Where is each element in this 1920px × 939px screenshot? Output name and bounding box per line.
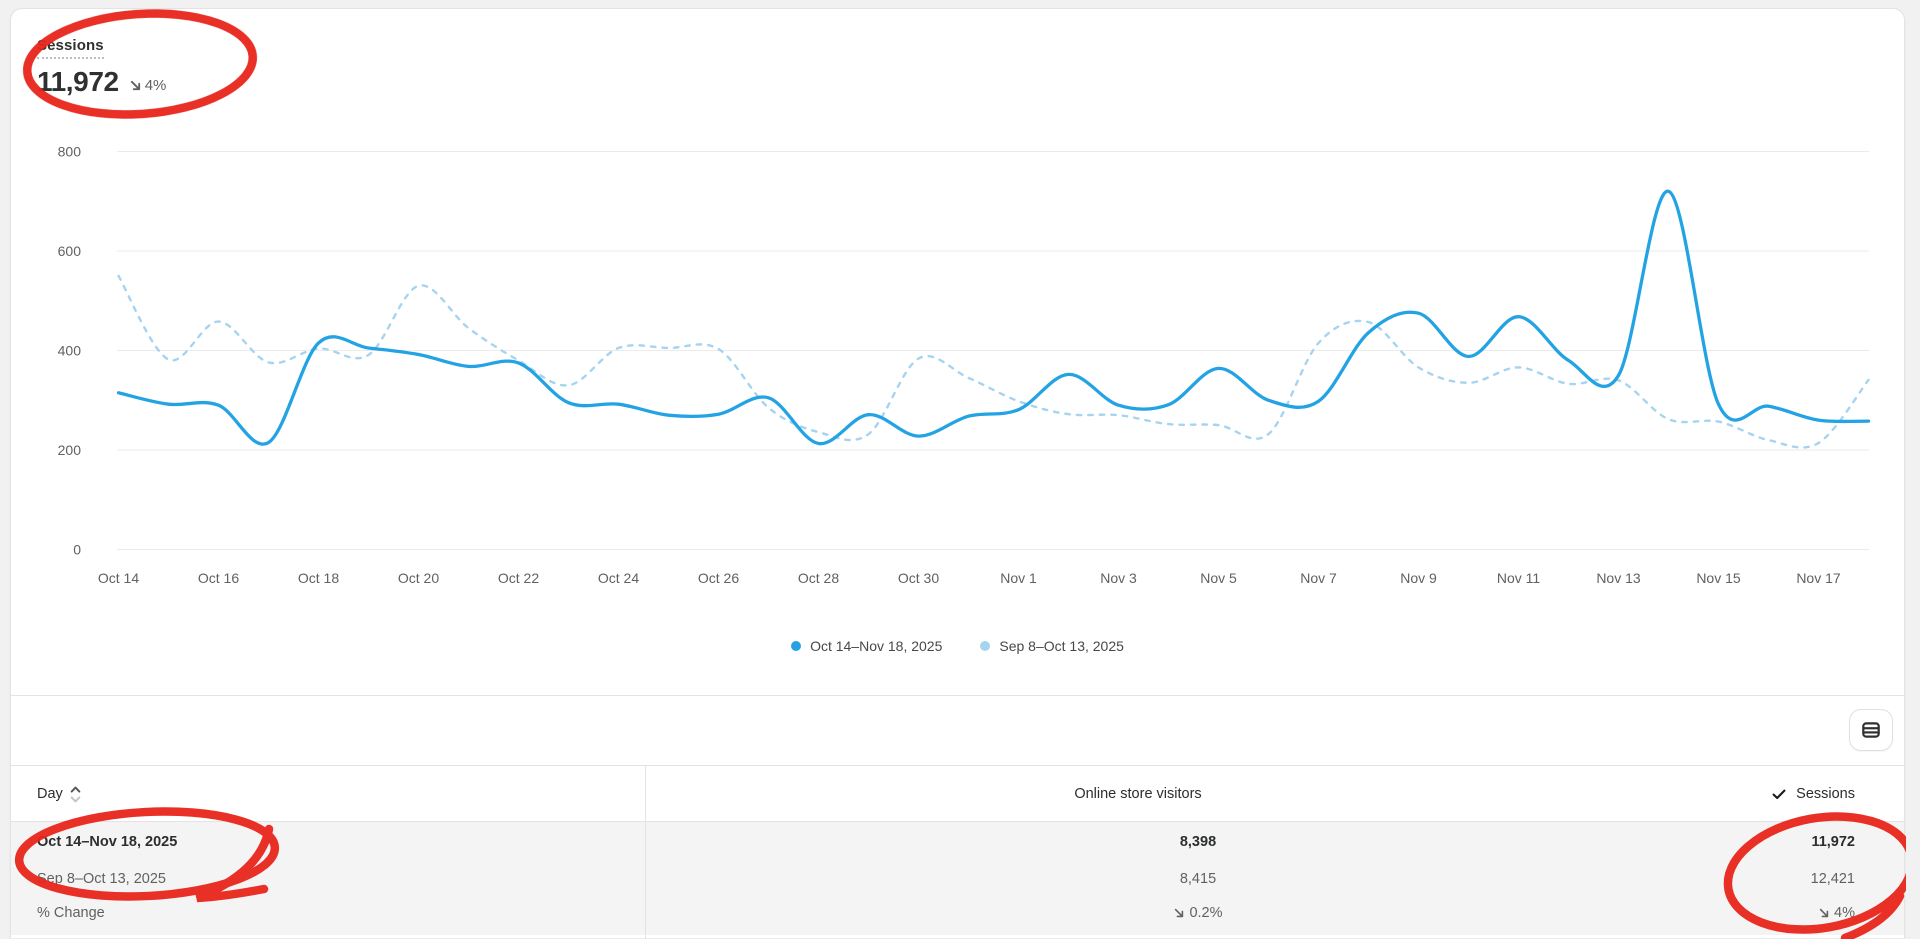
legend-item-previous-period: Sep 8–Oct 13, 2025 xyxy=(980,638,1124,654)
cell-visitors: 8,415 xyxy=(1179,871,1217,887)
x-tick-label: Oct 20 xyxy=(398,570,439,586)
legend-dot-previous-icon xyxy=(980,641,991,651)
chart-legend: Oct 14–Nov 18, 2025 Sep 8–Oct 13, 2025 xyxy=(11,638,1904,654)
table-view-icon xyxy=(1862,722,1880,738)
sessions-line-chart[interactable]: 0 200 400 600 800 Oct 14 Oct 16 Oct 18 Oct 20 Oct… xyxy=(11,9,1906,609)
cell-day: Oct 14–Nov 18, 2025 xyxy=(37,834,178,850)
trend-down-icon xyxy=(1819,908,1829,918)
legend-label-previous: Sep 8–Oct 13, 2025 xyxy=(999,638,1124,654)
cell-sessions: 12,421 xyxy=(1810,871,1855,887)
x-tick-label: Nov 11 xyxy=(1497,570,1541,586)
x-tick-label: Oct 18 xyxy=(298,570,339,586)
x-tick-label: Nov 5 xyxy=(1200,570,1237,586)
x-tick-label: Nov 9 xyxy=(1400,570,1437,586)
x-tick-label: Oct 28 xyxy=(798,570,839,586)
cell-day: % Change xyxy=(37,905,105,921)
x-tick-label: Oct 16 xyxy=(198,570,239,586)
cell-visitors: 0.2% xyxy=(645,896,1751,930)
legend-dot-current-icon xyxy=(791,641,802,651)
table-row-percent-change: % Change 0.2% 4% xyxy=(11,896,1904,930)
table-row-previous-period: Sep 8–Oct 13, 2025 8,415 12,421 xyxy=(11,862,1904,896)
column-header-day[interactable]: Day xyxy=(37,766,81,822)
x-tick-label: Nov 13 xyxy=(1596,570,1641,586)
x-tick-label: Oct 26 xyxy=(698,570,739,586)
cell-day: Sep 8–Oct 13, 2025 xyxy=(37,871,166,887)
table-column-divider xyxy=(645,765,646,939)
legend-item-current-period: Oct 14–Nov 18, 2025 xyxy=(791,638,942,654)
x-tick-label: Nov 3 xyxy=(1100,570,1137,586)
x-tick-label: Oct 30 xyxy=(898,570,939,586)
column-header-day-label: Day xyxy=(37,786,63,802)
cell-sessions-value: 4% xyxy=(1834,905,1855,921)
cell-visitors-value: 0.2% xyxy=(1189,905,1223,921)
column-header-visitors[interactable]: Online store visitors xyxy=(1074,786,1202,802)
x-tick-label: Oct 14 xyxy=(98,570,139,586)
x-tick-label: Oct 22 xyxy=(498,570,539,586)
check-icon xyxy=(1772,789,1786,800)
column-header-sessions-label: Sessions xyxy=(1796,786,1855,802)
trend-down-icon xyxy=(1175,908,1184,918)
cell-sessions: 4% xyxy=(1818,896,1855,930)
x-tick-label: Nov 7 xyxy=(1300,570,1337,586)
y-tick-label: 600 xyxy=(58,243,82,259)
table-view-button[interactable] xyxy=(1849,709,1893,751)
y-tick-label: 200 xyxy=(58,442,82,458)
cell-sessions: 11,972 xyxy=(1811,834,1855,850)
table-row-current-period: Oct 14–Nov 18, 2025 8,398 11,972 xyxy=(11,822,1904,862)
series-line-current xyxy=(116,189,1871,446)
x-tick-label: Oct 24 xyxy=(598,570,639,586)
legend-label-current: Oct 14–Nov 18, 2025 xyxy=(810,638,943,654)
y-tick-label: 800 xyxy=(58,144,82,160)
cell-visitors: 8,398 xyxy=(1179,834,1217,850)
table-header-row: Day Online store visitors Sessions xyxy=(11,765,1904,822)
sort-icon xyxy=(70,786,81,802)
section-divider xyxy=(11,695,1904,696)
sessions-analytics-card: Sessions 11,972 4% 0 200 400 600 800 Oct 14 Oc… xyxy=(10,8,1906,939)
column-header-sessions[interactable]: Sessions xyxy=(1771,766,1855,822)
x-tick-label: Nov 15 xyxy=(1696,570,1741,586)
x-tick-label: Nov 17 xyxy=(1796,570,1841,586)
series-line-previous xyxy=(117,274,1870,449)
table-body: Oct 14–Nov 18, 2025 8,398 11,972 Sep 8–O… xyxy=(11,822,1904,935)
y-tick-label: 0 xyxy=(73,542,81,558)
x-tick-label: Nov 1 xyxy=(1000,570,1037,586)
y-tick-label: 400 xyxy=(58,343,82,359)
